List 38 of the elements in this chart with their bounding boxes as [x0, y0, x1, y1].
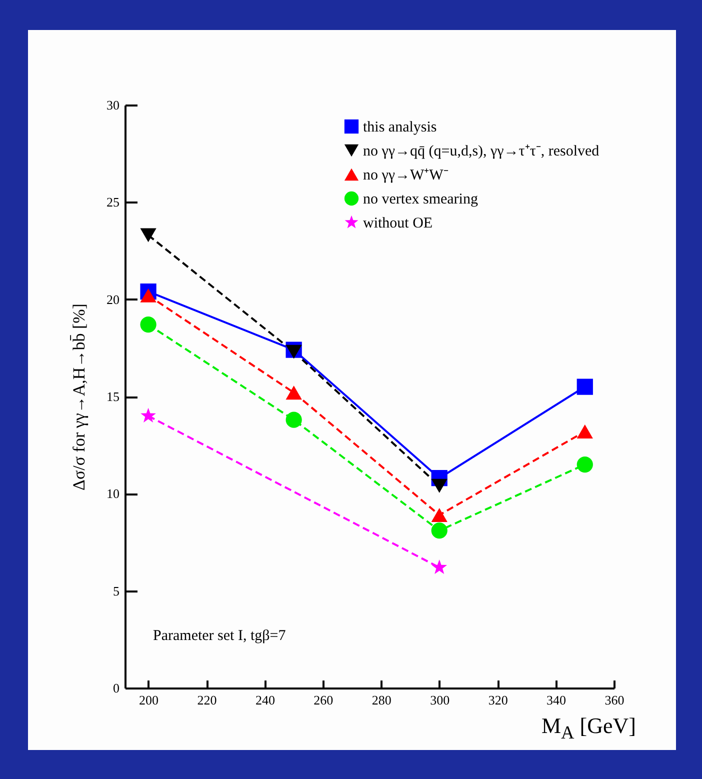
point [140, 316, 156, 333]
x-tick-label: 260 [314, 692, 334, 708]
legend-label: without OE [363, 216, 433, 232]
x-tick-label: 220 [197, 692, 217, 708]
point [576, 456, 593, 473]
legend-label: no vertex smearing [363, 192, 478, 208]
annotation: Parameter set I, tgβ=7 [153, 628, 286, 644]
point [286, 386, 302, 400]
y-tick-label: 15 [106, 389, 120, 404]
y-tick-label: 25 [106, 194, 120, 210]
y-axis-title: Δσ/σ for γγ→A,H→bb̄ [%] [70, 304, 88, 490]
y-tick-label: 30 [106, 98, 120, 112]
point [140, 288, 156, 302]
x-tick-label: 200 [139, 692, 159, 708]
point [576, 424, 593, 438]
point [286, 412, 302, 428]
point [140, 228, 156, 242]
x-tick-label: 360 [604, 692, 624, 708]
y-tick-label: 20 [106, 292, 120, 307]
legend-label: no γγ→W⁺W⁻ [363, 168, 448, 184]
x-tick-label: 240 [255, 692, 275, 708]
legend-label: this analysis [363, 120, 437, 136]
y-tick-label: 0 [113, 680, 120, 696]
point [431, 478, 448, 493]
x-tick-label: 320 [488, 692, 508, 708]
x-tick-label: 300 [430, 692, 450, 708]
x-tick-label: 340 [546, 692, 566, 708]
point [140, 408, 156, 422]
x-axis-title: M$_{A}$ [GeV] [541, 713, 636, 744]
y-tick-label: 10 [106, 486, 120, 502]
y-tick-label: 5 [113, 583, 120, 598]
point [576, 378, 593, 395]
point [286, 344, 302, 359]
x-tick-label: 280 [372, 692, 392, 708]
point [431, 508, 448, 522]
point [432, 559, 448, 574]
point [431, 522, 448, 539]
legend-label: no γγ→qq̄ (q=u,d,s), γγ→τ⁺τ⁻, resolved [363, 144, 600, 160]
